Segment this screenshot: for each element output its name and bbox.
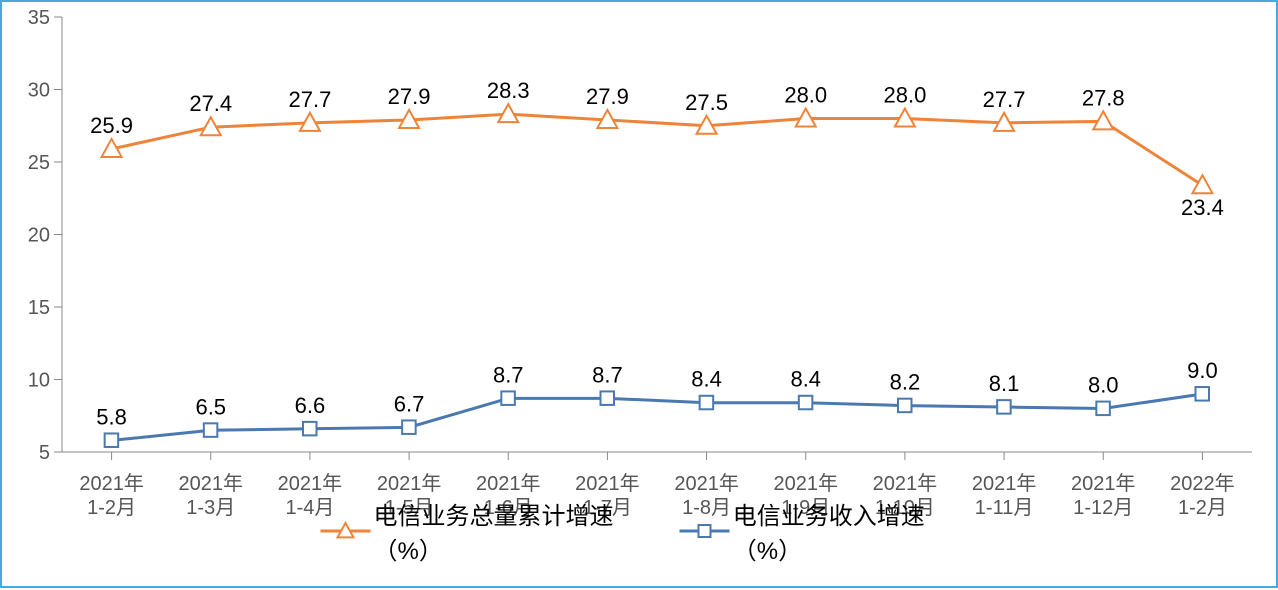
x-tick-label-line2: 1-12月 xyxy=(1073,497,1133,519)
triangle-icon xyxy=(321,521,364,541)
series-line-0 xyxy=(112,114,1203,185)
data-label: 8.1 xyxy=(989,371,1020,396)
legend-label-series2: 电信业务收入增速（%） xyxy=(733,496,958,566)
square-icon xyxy=(680,521,723,541)
data-label: 27.8 xyxy=(1082,85,1125,110)
data-label: 8.7 xyxy=(592,362,623,387)
x-tick-label-line1: 2021年 xyxy=(873,472,938,495)
legend-item-series2: 电信业务收入增速（%） xyxy=(680,496,958,566)
square-marker xyxy=(204,423,218,437)
x-tick-label-line1: 2021年 xyxy=(674,472,739,495)
x-tick-label-line1: 2021年 xyxy=(575,472,640,495)
data-label: 9.0 xyxy=(1187,358,1218,383)
square-marker xyxy=(997,400,1011,414)
x-tick-label-line1: 2021年 xyxy=(278,472,343,495)
square-marker xyxy=(1195,387,1209,401)
data-label: 23.4 xyxy=(1181,195,1224,220)
square-marker xyxy=(898,399,912,413)
data-label: 8.4 xyxy=(790,367,821,392)
legend-label-series1: 电信业务总量累计增速（%） xyxy=(374,496,640,566)
data-label: 27.7 xyxy=(289,87,332,112)
x-tick-label-line1: 2022年 xyxy=(1170,472,1235,495)
data-label: 27.4 xyxy=(189,91,232,116)
data-label: 6.7 xyxy=(394,391,425,416)
data-label: 8.2 xyxy=(890,370,921,395)
y-tick-label: 20 xyxy=(28,225,50,247)
y-tick-label: 25 xyxy=(28,152,50,174)
data-label: 8.7 xyxy=(493,362,524,387)
square-marker xyxy=(600,391,614,405)
x-tick-label-line1: 2021年 xyxy=(972,472,1037,495)
data-label: 8.0 xyxy=(1088,373,1119,398)
data-label: 28.3 xyxy=(487,78,530,103)
data-label: 27.9 xyxy=(586,84,629,109)
x-tick-label-line2: 1-2月 xyxy=(87,497,136,519)
x-tick-label-line2: 1-11月 xyxy=(975,497,1034,519)
data-label: 25.9 xyxy=(90,113,133,138)
y-tick-label: 15 xyxy=(28,297,50,319)
square-marker xyxy=(303,422,317,436)
y-tick-label: 35 xyxy=(28,7,50,29)
x-tick-label-line1: 2021年 xyxy=(377,472,442,495)
chart-container: 51015202530352021年1-2月2021年1-3月2021年1-4月… xyxy=(0,0,1278,588)
data-label: 28.0 xyxy=(784,83,827,108)
data-label: 8.4 xyxy=(691,367,722,392)
square-marker xyxy=(501,391,514,405)
data-label: 27.7 xyxy=(983,87,1026,112)
x-tick-label-line1: 2021年 xyxy=(774,472,839,495)
data-label: 27.5 xyxy=(685,90,728,115)
x-tick-label-line1: 2021年 xyxy=(476,472,541,495)
y-tick-label: 5 xyxy=(39,442,50,464)
square-marker xyxy=(700,396,714,410)
legend-item-series1: 电信业务总量累计增速（%） xyxy=(321,496,640,566)
series-line-1 xyxy=(112,394,1203,440)
x-tick-label-line2: 1-3月 xyxy=(186,497,235,519)
x-tick-label-line2: 1-2月 xyxy=(1178,497,1227,519)
x-tick-label-line1: 2021年 xyxy=(1071,472,1136,495)
data-label: 5.8 xyxy=(96,404,127,429)
triangle-marker xyxy=(1192,175,1212,193)
data-label: 6.6 xyxy=(295,393,326,418)
x-tick-label-line1: 2021年 xyxy=(79,472,144,495)
y-tick-label: 10 xyxy=(28,370,50,392)
square-marker xyxy=(1096,402,1110,416)
square-marker xyxy=(402,420,416,434)
y-tick-label: 30 xyxy=(28,80,50,102)
x-tick-label-line1: 2021年 xyxy=(179,472,244,495)
square-marker xyxy=(799,396,813,410)
data-label: 6.5 xyxy=(195,394,226,419)
legend: 电信业务总量累计增速（%） 电信业务收入增速（%） xyxy=(321,496,958,566)
data-label: 27.9 xyxy=(388,84,431,109)
data-label: 28.0 xyxy=(884,83,927,108)
square-marker xyxy=(105,433,119,447)
